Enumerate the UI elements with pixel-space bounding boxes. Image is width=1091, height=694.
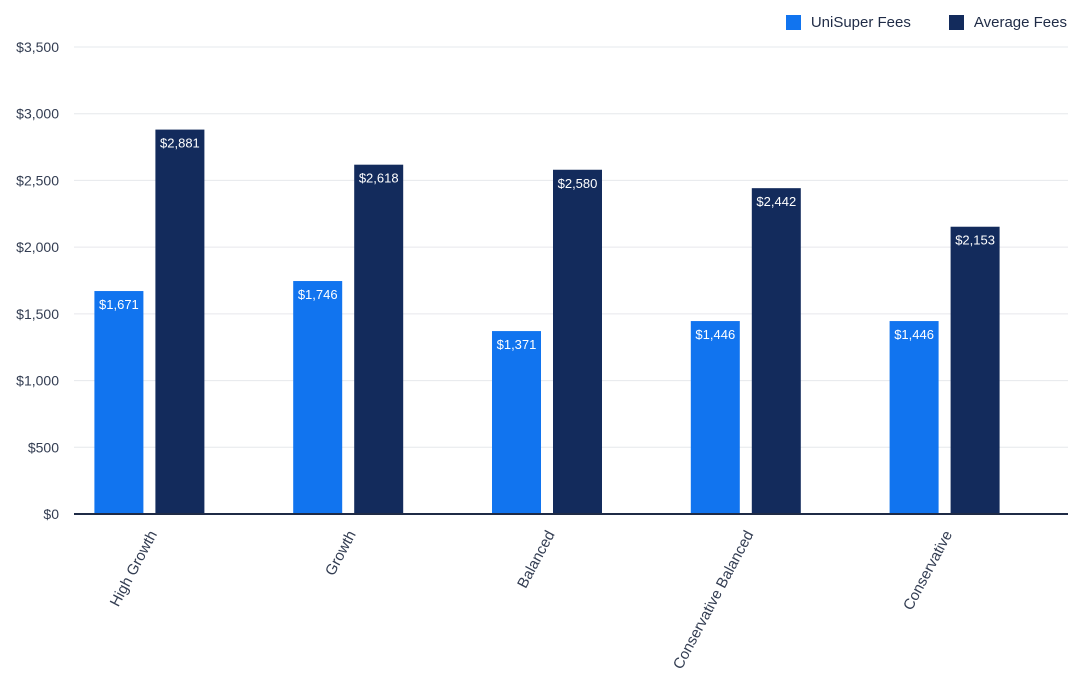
bar-average [751,188,801,515]
bar-value-label: $2,881 [160,136,200,151]
x-category-label: Balanced [514,528,558,591]
x-category-label: Growth [322,528,360,579]
legend-item-unisuper[interactable]: UniSuper Fees [785,14,911,31]
legend-label-average: Average Fees [973,14,1067,31]
y-tick-label: $3,000 [16,106,59,122]
legend-label-unisuper: UniSuper Fees [810,14,911,31]
bar-average [354,164,404,514]
x-category-label: Conservative Balanced [670,528,757,672]
y-tick-label: $500 [28,439,59,455]
bar-value-label: $1,446 [695,327,735,342]
bar-average [155,129,205,514]
bar-unisuper [690,321,740,514]
chart-legend: UniSuper Fees Average Fees [785,14,1067,31]
x-category-label: High Growth [107,528,161,610]
bar-average [950,226,1000,515]
bar-value-label: $2,153 [955,233,995,248]
bar-value-label: $2,580 [558,176,598,191]
bar-value-label: $2,442 [756,194,796,209]
y-tick-label: $1,000 [16,373,59,389]
legend-swatch-average [948,15,964,30]
bar-unisuper [94,291,144,514]
y-tick-label: $1,500 [16,306,59,322]
bar-value-label: $1,671 [99,297,139,312]
bar-unisuper [889,321,939,514]
x-category-label: Conservative [900,528,956,613]
y-tick-label: $3,500 [16,39,59,55]
legend-item-average[interactable]: Average Fees [948,14,1067,31]
bar-value-label: $1,446 [894,327,934,342]
legend-swatch-unisuper [785,15,801,30]
bar-average [553,169,602,515]
bar-value-label: $1,371 [497,337,537,352]
y-tick-label: $2,000 [16,239,59,255]
y-tick-label: $2,500 [16,172,59,188]
bar-unisuper [293,281,343,514]
bar-value-label: $1,746 [298,287,338,302]
y-tick-label: $0 [43,506,59,522]
bar-unisuper [492,331,541,514]
bar-value-label: $2,618 [359,171,399,186]
